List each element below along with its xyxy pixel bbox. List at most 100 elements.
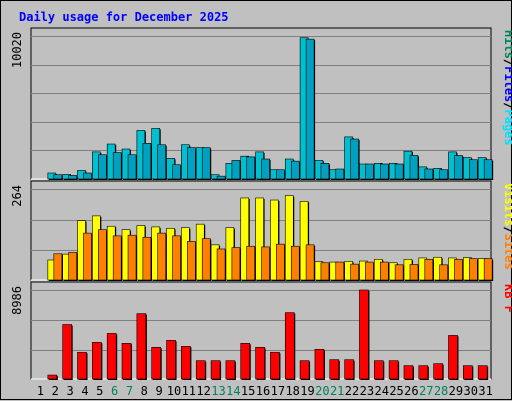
- bar-sites-day-9: [157, 232, 167, 281]
- chart-title: Daily usage for December 2025: [19, 10, 229, 24]
- bar-sites-day-12: [201, 238, 211, 281]
- bar-files-day-5: [98, 154, 107, 180]
- x-tick-label-day-18: 18: [285, 384, 299, 398]
- x-tick-label-day-10: 10: [167, 384, 181, 398]
- x-tick-label-day-17: 17: [271, 384, 285, 398]
- bar-files-day-19: [305, 38, 315, 180]
- x-tick-label-day-2: 2: [52, 384, 59, 398]
- bar-kb-f-day-14: [225, 360, 236, 380]
- legend-panel-1: Hits/Files/Pages: [502, 30, 512, 146]
- panel-3-ymax-label: 8986: [10, 286, 24, 315]
- legend-panel-2-item-2: /: [502, 226, 512, 233]
- bar-sites-day-13: [216, 248, 226, 281]
- bar-sites-day-14: [231, 247, 241, 281]
- bar-sites-day-18: [290, 245, 300, 281]
- legend-panel-3: KB F: [502, 284, 512, 313]
- bar-visits-day-16: [255, 197, 264, 281]
- legend-panel-1-item-1: Hits: [502, 30, 512, 59]
- bar-sites-day-28: [439, 264, 448, 281]
- x-tick-label-day-31: 31: [478, 384, 492, 398]
- x-tick-label-day-22: 22: [345, 384, 359, 398]
- x-tick-label-day-12: 12: [196, 384, 210, 398]
- bar-files-day-24: [379, 163, 389, 180]
- x-tick-label-day-28: 28: [434, 384, 448, 398]
- x-tick-label-day-23: 23: [360, 384, 374, 398]
- bar-sites-day-17: [276, 243, 285, 281]
- bar-kb-f-day-19: [299, 360, 310, 380]
- bar-sites-day-6: [112, 235, 122, 281]
- bar-visits-day-17: [270, 199, 279, 281]
- bar-files-day-9: [157, 144, 167, 180]
- bar-sites-day-29: [454, 259, 463, 281]
- bar-kb-f-day-23: [359, 289, 369, 380]
- bar-sites-day-3: [68, 252, 77, 281]
- bar-files-day-22: [350, 138, 359, 180]
- bar-sites-day-30: [469, 258, 478, 281]
- bar-sites-day-22: [350, 263, 359, 281]
- bar-files-day-23: [365, 163, 374, 180]
- bar-kb-f-day-18: [284, 312, 295, 380]
- bar-kb-f-day-11: [181, 346, 191, 380]
- x-tick-label-day-7: 7: [126, 384, 133, 398]
- bar-kb-f-day-9: [151, 347, 162, 380]
- bar-files-day-7: [127, 154, 137, 180]
- bar-sites-day-2: [53, 253, 63, 281]
- bar-sites-day-20: [320, 262, 330, 281]
- legend-panel-2-item-1: Visits: [502, 183, 512, 226]
- bar-kb-f-day-10: [166, 340, 176, 380]
- panel-1-ymax-label: 10020: [10, 32, 24, 68]
- bar-files-day-28: [439, 169, 448, 180]
- bar-sites-day-24: [379, 261, 389, 281]
- bar-kb-f-day-31: [477, 365, 488, 380]
- bar-kb-f-day-12: [195, 360, 206, 380]
- bar-kb-f-day-5: [92, 342, 102, 380]
- bar-sites-day-16: [261, 246, 270, 281]
- x-tick-label-day-21: 21: [330, 384, 344, 398]
- bar-kb-f-day-21: [329, 359, 340, 380]
- bar-files-day-31: [483, 159, 493, 180]
- bar-kb-f-day-20: [314, 348, 325, 380]
- bar-sites-day-10: [172, 235, 181, 281]
- x-tick-label-day-15: 15: [241, 384, 255, 398]
- bar-visits-day-18: [284, 195, 294, 281]
- bar-kb-f-day-4: [77, 351, 87, 380]
- bar-kb-f-day-25: [388, 360, 399, 380]
- x-tick-label-day-6: 6: [111, 384, 118, 398]
- bar-kb-f-day-22: [344, 359, 354, 380]
- bar-sites-day-19: [305, 244, 315, 281]
- bar-sites-day-8: [142, 236, 152, 281]
- x-tick-label-day-11: 11: [182, 384, 196, 398]
- bar-files-day-6: [112, 152, 122, 180]
- bar-files-day-26: [409, 155, 419, 180]
- bar-files-day-30: [469, 159, 478, 180]
- bar-kb-f-day-17: [270, 351, 280, 380]
- bar-kb-f-day-29: [448, 335, 458, 380]
- bar-files-day-27: [424, 168, 434, 180]
- x-tick-label-day-30: 30: [464, 384, 478, 398]
- bar-files-day-12: [201, 147, 211, 180]
- bar-files-day-16: [261, 158, 270, 180]
- x-tick-label-day-5: 5: [96, 384, 103, 398]
- bar-kb-f-day-26: [403, 365, 414, 380]
- bar-files-day-4: [83, 172, 92, 180]
- bar-files-day-11: [187, 147, 196, 180]
- bar-kb-f-day-7: [121, 343, 132, 380]
- bar-files-day-15: [246, 156, 256, 180]
- legend-panel-1-item-2: /: [502, 59, 512, 66]
- bar-files-day-25: [394, 163, 404, 180]
- bar-visits-day-19: [299, 201, 309, 281]
- bar-files-day-8: [142, 143, 152, 180]
- bar-kb-f-day-27: [418, 365, 429, 380]
- bar-files-day-14: [231, 160, 241, 180]
- bar-kb-f-day-2: [47, 374, 58, 380]
- legend-panel-1-item-3: Files: [502, 66, 512, 102]
- bar-kb-f-day-6: [106, 333, 117, 380]
- x-tick-label-day-19: 19: [300, 384, 314, 398]
- bar-sites-day-4: [83, 232, 92, 281]
- bar-files-day-2: [53, 174, 63, 180]
- bar-kb-f-day-15: [240, 343, 251, 380]
- bar-files-day-3: [68, 175, 77, 180]
- bar-sites-day-31: [483, 258, 493, 281]
